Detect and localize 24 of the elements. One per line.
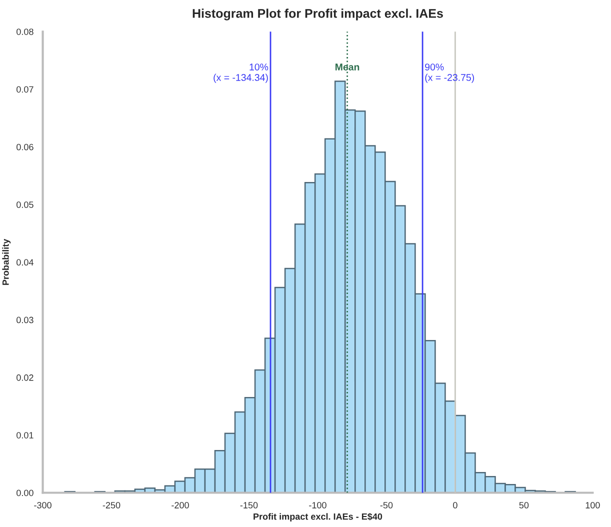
y-tick-label: 0.04 — [16, 259, 34, 266]
y-tick-label: 0.07 — [16, 86, 34, 93]
y-tick-label: 0.02 — [16, 374, 34, 381]
x-tick-label: -250 — [102, 502, 120, 508]
x-tick-label: -100 — [309, 502, 326, 508]
y-tick-label: 0.05 — [16, 202, 34, 208]
ref-line-label: 10% (x = -134.34) — [214, 64, 268, 83]
x-tick-label: -150 — [240, 502, 258, 508]
ref-line-label: Mean — [336, 64, 360, 70]
ref-line-label: 90% (x = -23.75) — [425, 64, 474, 83]
x-tick-label: 100 — [586, 502, 600, 508]
x-tick-label: 0 — [453, 502, 458, 508]
x-tick-label: -50 — [380, 502, 393, 508]
x-tick-label: 50 — [519, 502, 529, 508]
y-tick-label: 0.01 — [16, 432, 34, 438]
y-tick-label: 0.08 — [16, 28, 34, 35]
y-tick-label: 0.06 — [16, 144, 34, 150]
x-tick-label: -300 — [34, 502, 52, 508]
y-axis-title: Probability — [2, 238, 11, 285]
x-tick-label: -200 — [172, 502, 189, 508]
y-tick-label: 0.03 — [16, 316, 34, 324]
y-tick-label: 0.00 — [16, 490, 34, 496]
chart-title: Histogram Plot for Profit impact excl. IAEs — [192, 8, 443, 20]
x-axis-title: Profit impact excl. IAEs - E$40 — [254, 512, 382, 522]
